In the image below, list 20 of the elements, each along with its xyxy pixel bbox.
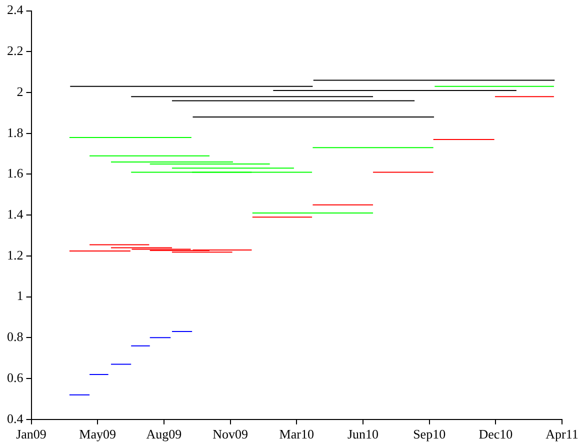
y-tick-label: 2.2 bbox=[7, 43, 24, 58]
x-tick-label: Jan09 bbox=[16, 426, 46, 442]
y-tick-label: 0.8 bbox=[7, 329, 24, 344]
x-tick-label: May09 bbox=[79, 426, 116, 442]
x-tick-label: Dec10 bbox=[478, 426, 513, 442]
y-tick-label: 1.2 bbox=[7, 247, 24, 262]
y-tick-label: 1.8 bbox=[7, 124, 24, 140]
x-tick-label: Aug09 bbox=[146, 426, 182, 442]
x-tick-label: Nov09 bbox=[212, 426, 248, 442]
y-tick-label: 0.4 bbox=[7, 410, 24, 426]
x-tick-label: Apr11 bbox=[546, 426, 578, 442]
y-tick-label: 1.4 bbox=[7, 206, 24, 222]
y-tick-label: 2 bbox=[16, 84, 24, 99]
x-tick-label: Jun10 bbox=[347, 426, 378, 442]
x-tick-label: Sep10 bbox=[413, 426, 446, 442]
y-tick-label: 1.6 bbox=[7, 166, 24, 181]
y-tick-label: 1 bbox=[16, 288, 24, 304]
y-tick-label: 0.6 bbox=[7, 370, 24, 385]
x-tick-label: Mar10 bbox=[279, 426, 314, 442]
y-tick-label: 2.4 bbox=[7, 2, 24, 18]
